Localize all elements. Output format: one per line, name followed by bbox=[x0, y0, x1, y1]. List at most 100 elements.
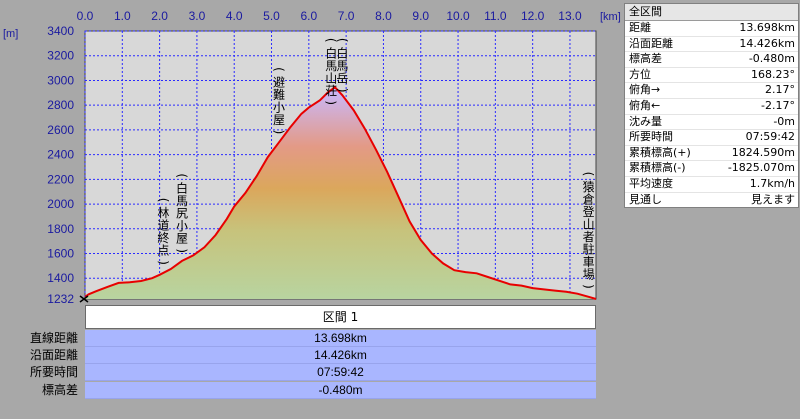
summary-key: 標高差 bbox=[629, 52, 662, 66]
annotation-char: 馬 bbox=[336, 59, 348, 73]
x-tick-label: 13.0 bbox=[558, 9, 582, 23]
summary-row: 見通し 見えます bbox=[625, 191, 798, 208]
annotation-char: 尻 bbox=[176, 207, 188, 221]
x-tick-label: 6.0 bbox=[300, 9, 317, 23]
annotation-char: 白 bbox=[325, 45, 337, 60]
section-stat-row: 標高差 -0.480m bbox=[0, 381, 800, 399]
annotation-char: 点 bbox=[157, 244, 169, 258]
section-stat-label: 標高差 bbox=[41, 382, 78, 397]
section-stats: 直線距離 13.698km 沿面距離 14.426km 所要時間 07:59:42 標高差 -… bbox=[0, 330, 800, 399]
y-min-label: 1232 bbox=[47, 292, 74, 305]
annotation-char: 白 bbox=[336, 45, 348, 60]
annotation-paren: ( bbox=[156, 198, 170, 203]
place-annotation: (白馬岳) bbox=[335, 38, 349, 93]
x-tick-label: 11.0 bbox=[484, 9, 507, 23]
annotation-paren: ) bbox=[335, 88, 349, 93]
annotation-char: 白 bbox=[176, 181, 188, 196]
start-marker[interactable] bbox=[79, 295, 89, 303]
section-stat-value: 07:59:42 bbox=[85, 364, 596, 382]
section-header[interactable]: 区間 1 bbox=[85, 305, 596, 329]
section-stat-row: 沿面距離 14.426km bbox=[0, 347, 800, 365]
annotation-paren: ) bbox=[175, 248, 189, 253]
summary-key: 方位 bbox=[629, 67, 651, 81]
annotation-char: 小 bbox=[273, 101, 285, 115]
x-tick-label: 0.0 bbox=[77, 9, 94, 23]
annotation-char: 道 bbox=[157, 219, 169, 233]
y-tick-label: 1600 bbox=[47, 247, 74, 261]
y-tick-label: 3400 bbox=[47, 24, 74, 38]
annotation-char: 屋 bbox=[273, 113, 285, 127]
summary-row: 距離 13.698km bbox=[625, 21, 798, 36]
summary-row: 俯角← -2.17° bbox=[625, 97, 798, 114]
x-tick-label: 7.0 bbox=[338, 9, 355, 23]
x-tick-label: 1.0 bbox=[114, 9, 131, 23]
x-tick-label: 8.0 bbox=[375, 9, 392, 23]
summary-key: 平均速度 bbox=[629, 176, 673, 190]
summary-key: 沿面距離 bbox=[629, 36, 673, 50]
x-tick-label: 10.0 bbox=[446, 9, 470, 23]
summary-row: 所要時間 07:59:42 bbox=[625, 129, 798, 145]
annotation-paren: ( bbox=[272, 67, 286, 72]
y-tick-label: 2200 bbox=[47, 172, 74, 186]
summary-row: 俯角→ 2.17° bbox=[625, 82, 798, 98]
annotation-char: 終 bbox=[157, 230, 169, 245]
x-tick-label: 5.0 bbox=[263, 9, 280, 23]
summary-row: 累積標高(+) 1824.590m bbox=[625, 144, 798, 161]
annotation-paren: ) bbox=[582, 284, 596, 289]
summary-row: 沿面距離 14.426km bbox=[625, 35, 798, 52]
summary-value: 1824.590m bbox=[731, 145, 795, 159]
summary-key: 俯角→ bbox=[629, 83, 661, 97]
elevation-line bbox=[84, 85, 597, 300]
y-tick-label: 2600 bbox=[47, 123, 74, 137]
summary-panel: 全区間 距離 13.698km 沿面距離 14.426km 標高差 -0.480m 方位 16… bbox=[624, 3, 799, 209]
summary-row: 累積標高(-) -1825.070m bbox=[625, 160, 798, 176]
annotation-char: 難 bbox=[273, 87, 285, 102]
x-tick-label: 2.0 bbox=[151, 9, 168, 23]
section-stat-value: 14.426km bbox=[85, 347, 596, 365]
annotation-char: 車 bbox=[583, 255, 595, 269]
summary-value: -1825.070m bbox=[727, 161, 795, 175]
annotation-char: 場 bbox=[583, 268, 595, 282]
y-tick-label: 2400 bbox=[47, 148, 74, 162]
annotation-paren: ) bbox=[272, 130, 286, 135]
summary-value: 13.698km bbox=[739, 21, 795, 34]
annotation-char: 倉 bbox=[583, 192, 595, 207]
summary-value: -0.480m bbox=[748, 52, 795, 66]
summary-value: 1.7km/h bbox=[749, 176, 795, 190]
annotation-paren: ( bbox=[324, 38, 338, 43]
summary-value: -2.17° bbox=[761, 98, 795, 112]
annotation-char: 山 bbox=[325, 71, 337, 85]
summary-row: 沈み量 -0m bbox=[625, 113, 798, 130]
elevation-area bbox=[85, 87, 596, 299]
summary-key: 沈み量 bbox=[629, 114, 662, 128]
annotation-paren: ( bbox=[582, 172, 596, 177]
section-stat-label: 沿面距離 bbox=[29, 348, 78, 363]
summary-key: 累積標高(+) bbox=[629, 145, 691, 159]
y-tick-label: 1800 bbox=[47, 222, 74, 236]
x-unit-label: [km] bbox=[600, 11, 621, 23]
annotation-char: 者 bbox=[583, 230, 595, 244]
annotation-char: 馬 bbox=[325, 59, 337, 73]
x-tick-label: 12.0 bbox=[521, 9, 545, 23]
elevation-profile-chart: 3400 3200 3000 2800 2600 2400 2200 2000 1800 1600… bbox=[3, 9, 621, 305]
summary-value: 2.17° bbox=[765, 83, 795, 97]
y-tick-label: 3000 bbox=[47, 73, 74, 87]
y-tick-label: 2800 bbox=[47, 98, 74, 112]
annotation-char: 避 bbox=[273, 76, 285, 90]
summary-value: 見えます bbox=[751, 192, 795, 206]
y-tick-label: 2000 bbox=[47, 197, 74, 211]
y-tick-label: 3200 bbox=[47, 49, 74, 63]
summary-key: 所要時間 bbox=[629, 130, 673, 144]
x-tick-label: 4.0 bbox=[226, 9, 243, 23]
summary-value: 07:59:42 bbox=[745, 130, 795, 144]
section-stat-row: 所要時間 07:59:42 bbox=[0, 364, 800, 382]
annotation-char: 林 bbox=[157, 206, 169, 220]
summary-value: 168.23° bbox=[751, 67, 795, 81]
y-unit-label: [m] bbox=[3, 28, 18, 40]
x-tick-label: 3.0 bbox=[189, 9, 206, 23]
annotation-char: 駐 bbox=[583, 242, 595, 257]
section-stat-row: 直線距離 13.698km bbox=[0, 330, 800, 347]
